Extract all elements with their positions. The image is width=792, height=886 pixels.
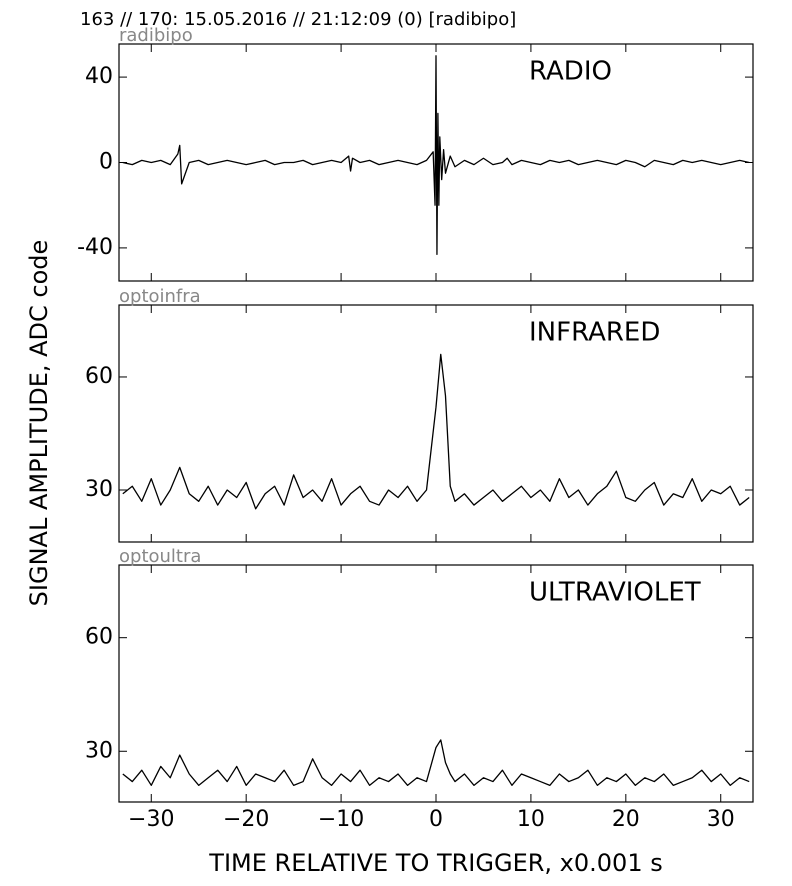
panel-label: optoultra	[119, 546, 201, 567]
panel-title: RADIO	[529, 57, 612, 87]
x-tick-label: −10	[318, 807, 364, 832]
x-tick-label: −30	[128, 807, 174, 832]
y-tick-label: 0	[99, 150, 113, 175]
y-tick-label: -40	[77, 235, 113, 260]
panel-label: optoinfra	[119, 286, 201, 307]
signal-line	[122, 353, 750, 510]
y-tick-label: 30	[85, 477, 113, 502]
y-tick-label: 60	[85, 625, 113, 650]
signal-line	[122, 739, 750, 786]
x-tick-label: −20	[223, 807, 269, 832]
x-axis-label: TIME RELATIVE TO TRIGGER, x0.001 s	[208, 849, 662, 877]
panel-label: radibipo	[119, 25, 193, 46]
x-tick-label: 0	[429, 807, 443, 832]
y-axis-label: SIGNAL AMPLITUDE, ADC code	[25, 240, 53, 607]
panel-title: ULTRAVIOLET	[529, 578, 701, 608]
figure-title: 163 // 170: 15.05.2016 // 21:12:09 (0) […	[80, 9, 516, 30]
y-tick-label: 40	[85, 64, 113, 89]
x-tick-label: 20	[612, 807, 640, 832]
x-tick-label: 10	[517, 807, 545, 832]
signal-line	[122, 55, 750, 255]
y-tick-label: 60	[85, 364, 113, 389]
x-tick-label: 30	[707, 807, 735, 832]
panel-title: INFRARED	[529, 318, 660, 348]
y-tick-label: 30	[85, 738, 113, 763]
